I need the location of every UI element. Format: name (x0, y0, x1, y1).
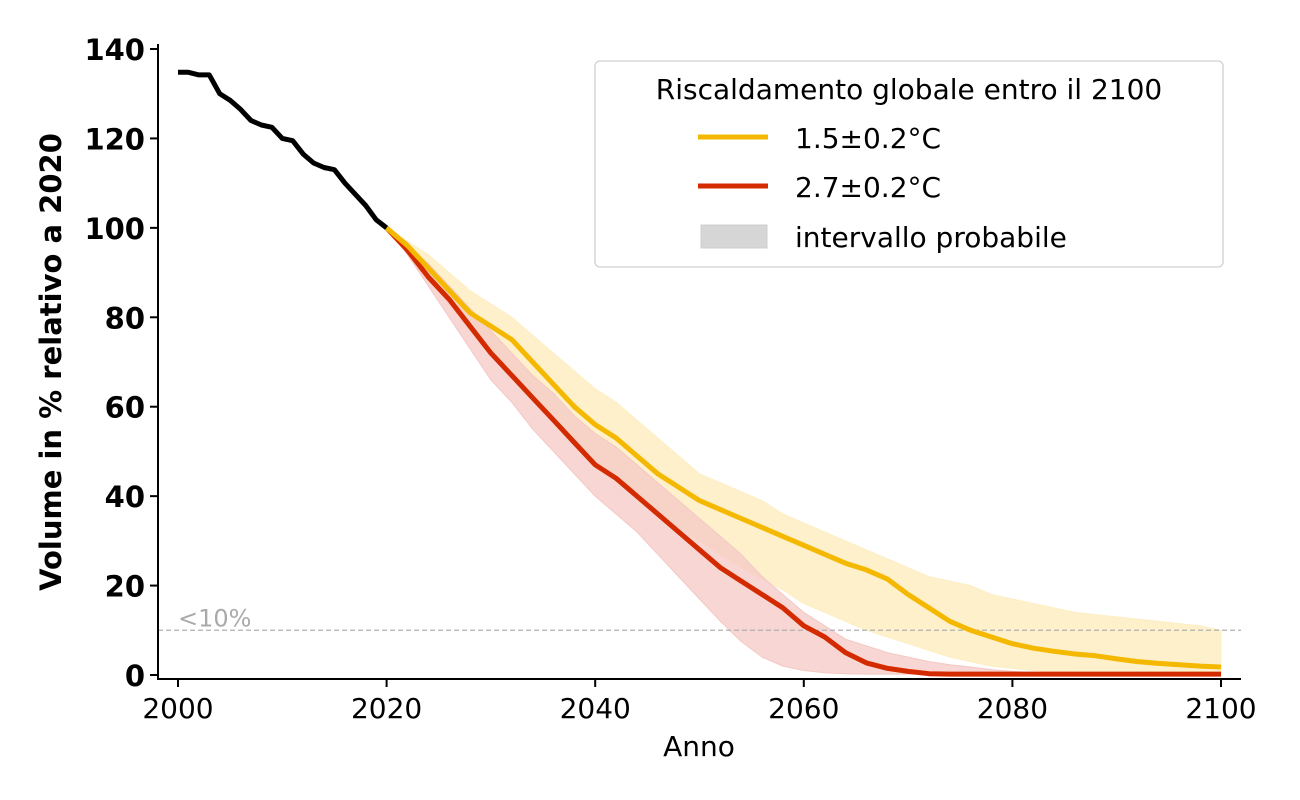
band-1.5±0.2°C (386, 227, 1222, 675)
y-ticks: 0 20 40 60 80 100 120 140 (84, 33, 158, 693)
series-lines (178, 69, 1222, 677)
y-tick-label: 0 (125, 659, 145, 693)
legend-swatch-band (700, 224, 768, 249)
x-tick-label: 2100 (1185, 692, 1256, 725)
uncertainty-bands (386, 227, 1222, 675)
legend-label-2-7: 2.7±0.2°C (795, 171, 941, 204)
band-2.7±0.2°C (386, 227, 1221, 675)
x-tick-label: 2080 (977, 692, 1048, 725)
y-tick-label: 40 (105, 480, 145, 514)
x-tick-label: 2060 (768, 692, 839, 725)
x-tick-label: 2000 (142, 692, 213, 725)
legend: Riscaldamento globale entro il 2100 1.5±… (594, 60, 1224, 268)
line-storico (178, 69, 389, 230)
y-tick-label: 60 (105, 391, 145, 425)
x-axis-label: Anno (663, 730, 735, 763)
legend-frame (594, 60, 1224, 268)
x-tick-label: 2020 (351, 692, 422, 725)
y-tick-label: 120 (84, 122, 145, 156)
threshold-label: <10% (178, 604, 251, 632)
x-tick-label: 2040 (560, 692, 631, 725)
y-tick-label: 20 (105, 570, 145, 604)
x-ticks: 2000 2020 2040 2060 2080 2100 (142, 679, 1257, 725)
legend-title: Riscaldamento globale entro il 2100 (656, 73, 1162, 106)
y-tick-label: 80 (105, 301, 145, 335)
line-1.5±0.2°C (384, 225, 1222, 670)
legend-label-1-5: 1.5±0.2°C (795, 122, 941, 155)
y-tick-label: 100 (84, 212, 145, 246)
legend-label-band: intervallo probabile (795, 221, 1067, 254)
y-tick-label: 140 (84, 33, 145, 67)
y-axis-label: Volume in % relativo a 2020 (34, 133, 68, 591)
line-2.7±0.2°C (384, 226, 1221, 677)
